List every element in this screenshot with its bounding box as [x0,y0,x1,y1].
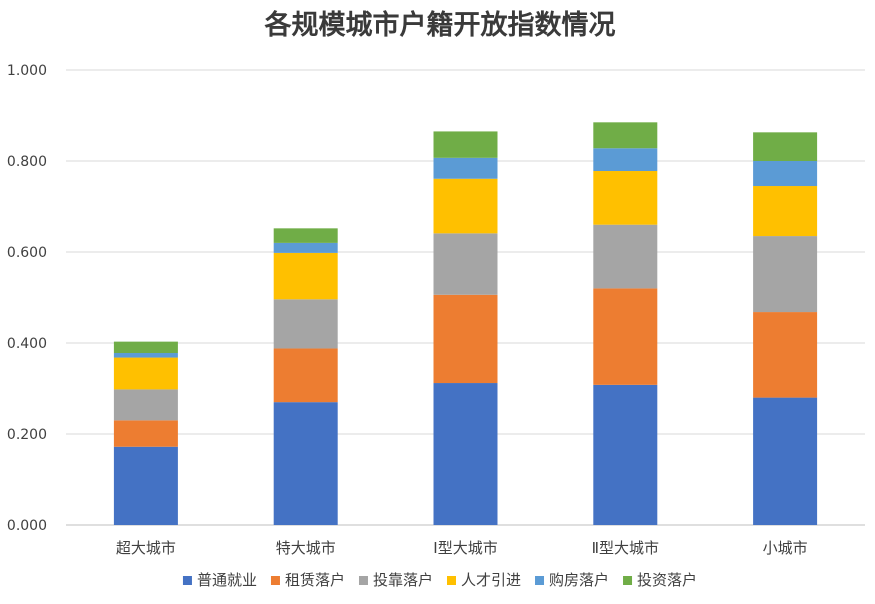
bar-segment [753,312,818,398]
y-tick-label: 1.000 [7,63,47,79]
bar-segment [433,233,498,295]
bar-segment [593,288,658,385]
bar-segment [753,397,818,525]
legend-label: 投资落户 [637,571,697,589]
x-category-label: 特大城市 [276,539,336,557]
bar-stack [593,122,658,525]
bar-stack [273,228,338,525]
legend-swatch [270,576,280,585]
bar-segment [113,353,178,358]
bar-segment [273,252,338,300]
bar-segment [113,446,178,525]
bar-segment [433,178,498,234]
x-category-label: Ⅰ型大城市 [433,539,497,557]
bar-segment [433,131,498,158]
bar-segment [753,132,818,161]
legend-item: 投靠落户 [358,571,433,589]
bar-segment [593,171,658,225]
chart-title: 各规模城市户籍开放指数情况 [264,9,616,41]
legend-swatch [535,576,545,585]
bars [113,122,818,525]
bar-segment [433,157,498,179]
legend-label: 人才引进 [461,571,521,589]
bar-segment [273,402,338,525]
bar-segment [113,420,178,447]
bar-segment [753,186,818,237]
y-tick-label: 0.400 [7,336,47,352]
y-axis-ticks: 0.000 0.200 0.400 0.600 0.800 1.000 [7,63,47,534]
bar-segment [273,242,338,253]
bar-segment [753,161,818,187]
y-tick-label: 0.600 [7,245,47,261]
legend-swatch [447,576,456,585]
legend-swatch [358,576,368,585]
x-category-label: 超大城市 [116,539,176,557]
bar-segment [593,148,658,172]
bar-stack [753,132,818,525]
bar-segment [593,224,658,289]
legend-item: 购房落户 [535,571,609,589]
x-axis-categories: 超大城市 特大城市 Ⅰ型大城市 Ⅱ型大城市 小城市 [116,539,808,557]
legend: 普通就业 租赁落户 投靠落户 人才引进 购房落户 投资落户 [182,571,697,589]
y-tick-label: 0.800 [7,154,47,170]
bar-segment [113,341,178,354]
legend-item: 投资落户 [623,571,697,589]
bar-segment [113,389,178,421]
x-category-label: Ⅱ型大城市 [592,539,659,557]
legend-swatch [182,576,192,585]
bar-segment [273,348,338,403]
x-category-label: 小城市 [763,539,808,557]
legend-item: 租赁落户 [270,571,345,589]
legend-label: 投靠落户 [373,571,433,589]
legend-swatch [623,576,633,585]
legend-label: 普通就业 [197,571,257,589]
y-tick-label: 0.000 [7,518,47,534]
legend-label: 购房落户 [549,571,609,589]
bar-segment [593,384,658,525]
bar-segment [273,228,338,243]
legend-label: 租赁落户 [285,571,345,589]
bar-segment [593,122,658,149]
bar-stack [113,341,178,525]
bar-stack [433,131,498,525]
bar-segment [753,236,818,313]
bar-segment [113,357,178,390]
bar-segment [433,294,498,384]
legend-item: 人才引进 [447,571,521,589]
bar-segment [433,383,498,525]
y-tick-label: 0.200 [7,427,47,443]
bar-segment [273,299,338,349]
legend-item: 普通就业 [182,571,257,589]
